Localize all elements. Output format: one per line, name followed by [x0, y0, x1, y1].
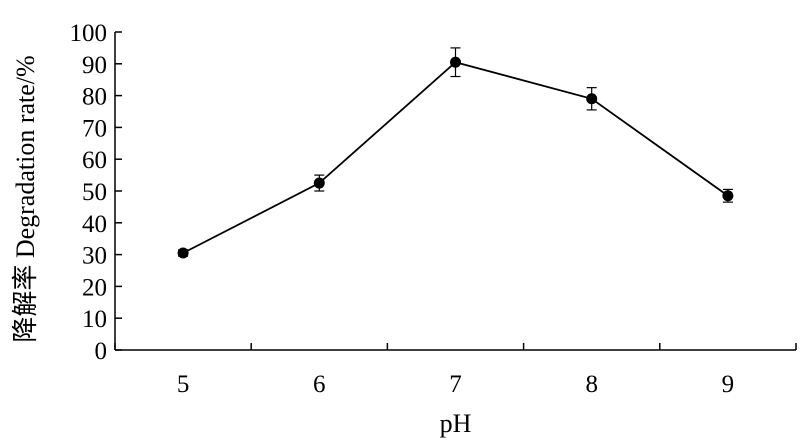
data-point [177, 247, 189, 259]
x-tick-label: 6 [313, 371, 326, 398]
y-tick-label: 50 [82, 179, 107, 206]
x-axis-title: pH [440, 409, 472, 438]
data-point [722, 190, 734, 202]
axes [114, 32, 796, 351]
y-tick-label: 10 [82, 306, 107, 333]
y-tick-label: 30 [82, 243, 107, 270]
error-bars [178, 47, 733, 257]
y-tick-label: 40 [82, 211, 107, 238]
x-tick-label: 8 [585, 371, 598, 398]
data-point [450, 56, 461, 68]
x-tick-label: 9 [722, 371, 735, 398]
y-tick-label: 70 [82, 115, 107, 142]
y-axis-title: 降解率 Degradation rate/% [11, 55, 40, 342]
y-tick-label: 100 [70, 20, 108, 47]
y-tick-label: 0 [95, 338, 108, 365]
y-tick-label: 60 [82, 147, 107, 174]
y-ticks: 0 10 20 30 40 50 60 70 80 90 100 [70, 20, 122, 365]
x-tick-label: 7 [449, 371, 462, 398]
data-points [177, 56, 734, 259]
x-tick-label: 5 [177, 371, 190, 398]
data-point [313, 177, 325, 189]
series-line [182, 61, 729, 254]
y-tick-label: 20 [82, 274, 107, 301]
data-point [586, 93, 598, 105]
y-tick-label: 90 [82, 52, 107, 79]
y-tick-label: 80 [82, 84, 107, 111]
x-ticks: 5 6 7 8 9 [114, 343, 797, 398]
